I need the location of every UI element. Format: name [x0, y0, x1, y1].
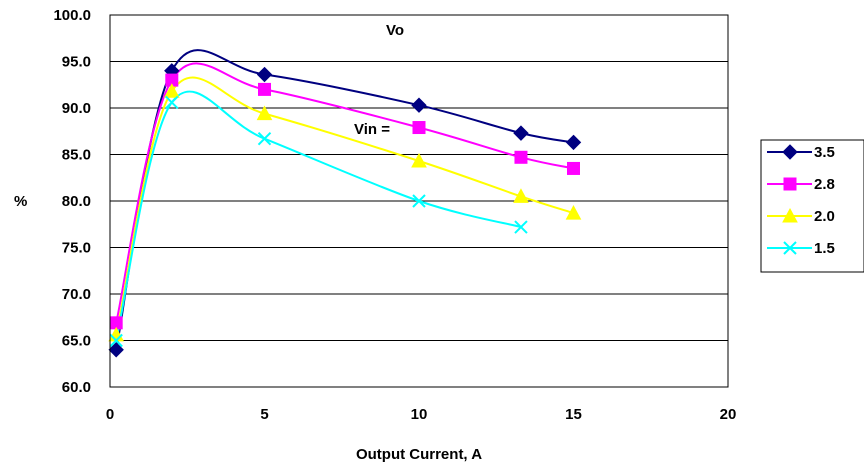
series-line-3.5	[115, 49, 574, 350]
x-axis-title: Output Current, A	[356, 446, 482, 463]
series-line-2.8	[115, 62, 574, 324]
x-tick-labels: 0 5 10 15 20	[106, 406, 737, 423]
x-tick-label: 20	[720, 406, 737, 423]
y-axis-title: %	[14, 193, 27, 210]
legend-items: 3.5 2.8 2.0 1.5	[767, 144, 835, 257]
data-point-1.5	[514, 220, 528, 234]
data-point-2.8	[412, 121, 426, 135]
y-tick-label: 90.0	[62, 100, 91, 117]
data-point-2.8	[567, 161, 580, 175]
legend-box	[760, 139, 864, 273]
legend-label-1.5: 1.5	[814, 240, 835, 257]
y-tick-label: 70.0	[62, 286, 91, 303]
data-point-2.0	[163, 83, 180, 98]
plot-frame	[109, 14, 729, 388]
x-tick-label: 15	[565, 406, 582, 423]
data-point-2.0	[565, 205, 582, 220]
series-line-2.0	[115, 76, 574, 336]
data-point-1.5	[412, 194, 426, 208]
x-tick-label: 5	[260, 406, 268, 423]
data-point-3.5	[411, 97, 427, 113]
data-point-1.5	[109, 333, 123, 348]
y-tick-label: 75.0	[62, 240, 91, 257]
legend-label-3.5: 3.5	[814, 144, 835, 161]
data-point-3.5	[565, 134, 582, 151]
data-point-3.5	[108, 342, 124, 358]
legend: 3.5 2.8 2.0 1.5	[760, 139, 864, 273]
data-point-3.5	[513, 125, 529, 141]
data-point-2.0	[513, 188, 529, 203]
data-point-2.0	[411, 152, 427, 168]
data-point-3.5	[256, 66, 273, 83]
series-markers	[108, 63, 582, 358]
y-tick-label: 65.0	[62, 333, 91, 350]
legend-marker-2.8	[783, 177, 797, 191]
annotation-vo: Vo	[386, 22, 404, 39]
legend-label-2.8: 2.8	[814, 176, 835, 193]
data-point-2.8	[514, 150, 528, 164]
legend-label-2.0: 2.0	[814, 208, 835, 225]
series-line-1.5	[115, 90, 522, 341]
y-tick-labels: 60.0 65.0 70.0 75.0 80.0 85.0 90.0 95.0 100.0	[53, 7, 91, 396]
y-tick-label: 80.0	[62, 193, 91, 210]
legend-marker-2.0	[782, 207, 798, 223]
x-tick-label: 0	[106, 406, 114, 423]
data-point-2.0	[256, 105, 273, 121]
plot-area	[108, 14, 729, 388]
legend-marker-3.5	[782, 144, 798, 160]
y-tick-label: 85.0	[62, 147, 91, 164]
y-tick-label: 60.0	[62, 379, 91, 396]
series-lines	[115, 49, 574, 350]
y-tick-label: 100.0	[53, 7, 91, 24]
annotation-vin: Vin =	[354, 121, 390, 138]
legend-marker-1.5	[783, 241, 797, 255]
x-tick-label: 10	[411, 406, 428, 423]
y-tick-label: 95.0	[62, 54, 91, 71]
data-point-1.5	[257, 131, 272, 146]
data-point-2.8	[258, 82, 271, 96]
data-point-1.5	[165, 95, 179, 110]
